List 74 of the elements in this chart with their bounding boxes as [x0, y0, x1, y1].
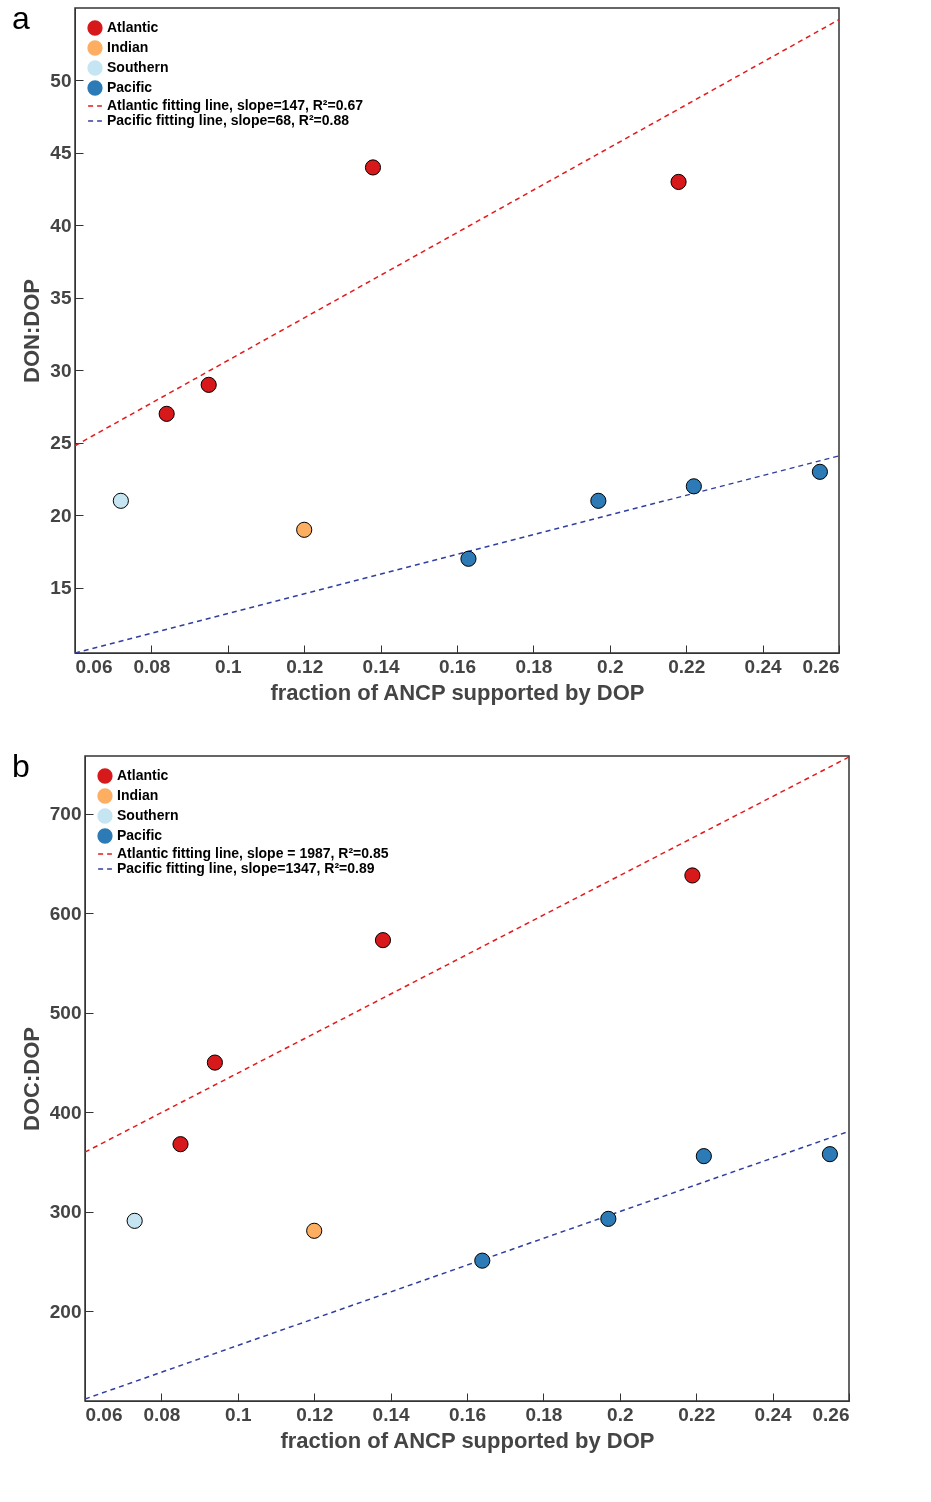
y-tick-label: 400	[49, 1101, 82, 1123]
point	[112, 492, 129, 509]
x-tick-label: 0.16	[439, 655, 476, 677]
x-tick-label: 0.18	[525, 1403, 563, 1425]
x-tick-label: 0.06	[85, 1403, 123, 1425]
x-axis-title: fraction of ANCP supported by DOP	[280, 1427, 655, 1453]
legend-label: Atlantic	[117, 767, 169, 783]
legend-label: Pacific	[107, 79, 153, 95]
x-tick-label: 0.24	[744, 655, 783, 677]
text: a	[12, 0, 30, 37]
x-tick-label: 0.24	[754, 1403, 793, 1425]
y-tick-label: 20	[50, 504, 72, 526]
point	[364, 159, 382, 176]
y-tick-label: 700	[49, 803, 82, 825]
legend-label: Indian	[107, 39, 149, 55]
x-tick-label: 0.06	[75, 655, 113, 677]
point	[811, 463, 828, 480]
point	[206, 1054, 223, 1071]
y-tick-label: 35	[50, 287, 72, 309]
y-tick-label: 50	[50, 69, 72, 91]
y-tick-label: 500	[49, 1002, 82, 1024]
y-tick-label: 25	[50, 432, 72, 454]
legend-label: Pacific fitting line, slope=68, R²=0.88	[107, 112, 350, 128]
x-tick-label: 0.1	[225, 1403, 252, 1425]
y-axis-title: DON:DOP	[19, 279, 45, 383]
legend-label: Atlantic fitting line, slope=147, R²=0.67	[107, 97, 364, 113]
x-tick-label: 0.2	[597, 655, 624, 677]
y-tick-label: 200	[49, 1300, 82, 1322]
x-tick-label: 0.22	[668, 655, 706, 677]
y-axis-title: DOC:DOP	[18, 1027, 44, 1131]
x-tick-label: 0.26	[802, 655, 840, 677]
point	[474, 1252, 491, 1269]
x-tick-label: 0.14	[362, 655, 401, 677]
legend-label: Atlantic fitting line, slope = 1987, R²=0.85	[117, 845, 389, 861]
x-tick-label: 0.22	[678, 1403, 716, 1425]
point	[685, 478, 702, 495]
legend-label: Indian	[117, 787, 159, 803]
x-tick-label: 0.16	[449, 1403, 486, 1425]
legend-label: Southern	[107, 59, 169, 75]
x-tick-label: 0.12	[296, 1403, 334, 1425]
point	[126, 1212, 143, 1229]
point	[172, 1136, 189, 1153]
x-tick-label: 0.08	[143, 1403, 181, 1425]
x-tick-label: 0.2	[607, 1403, 634, 1425]
point	[460, 550, 477, 567]
legend-label: Pacific fitting line, slope=1347, R²=0.89	[117, 860, 375, 876]
x-tick-label: 0.12	[286, 655, 324, 677]
text: b	[12, 748, 30, 785]
point	[670, 173, 687, 190]
point	[600, 1210, 617, 1227]
point	[821, 1146, 838, 1163]
y-tick-label: 30	[50, 359, 72, 381]
point	[200, 376, 217, 393]
y-tick-label: 600	[49, 902, 82, 924]
legend-label: Atlantic	[107, 19, 159, 35]
point	[684, 867, 701, 884]
point	[374, 932, 392, 949]
y-tick-label: 15	[50, 577, 72, 599]
x-axis-title: fraction of ANCP supported by DOP	[270, 679, 645, 705]
y-tick-label: 45	[50, 142, 72, 164]
x-tick-label: 0.14	[372, 1403, 411, 1425]
legend-label: Southern	[117, 807, 179, 823]
legend-label: Pacific	[117, 827, 163, 843]
point	[590, 492, 607, 509]
x-tick-label: 0.18	[515, 655, 553, 677]
x-tick-label: 0.08	[133, 655, 171, 677]
y-tick-label: 40	[50, 214, 72, 236]
point	[306, 1222, 323, 1239]
point	[158, 405, 175, 422]
point	[296, 521, 313, 538]
point	[695, 1148, 712, 1165]
y-tick-label: 300	[49, 1201, 82, 1223]
x-tick-label: 0.26	[812, 1403, 850, 1425]
x-tick-label: 0.1	[215, 655, 242, 677]
